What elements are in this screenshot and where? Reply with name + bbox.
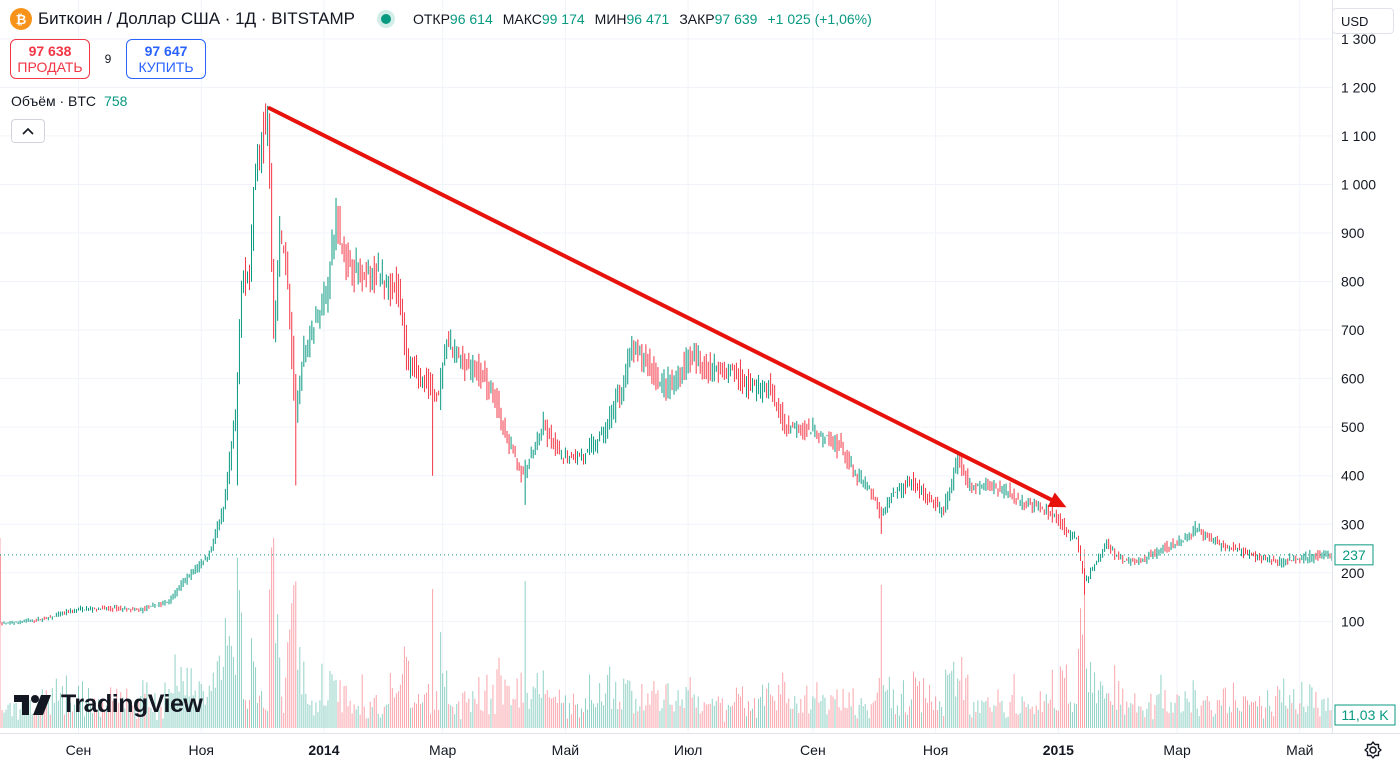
price-axis: 100 200 300 400 500 600 700 800 900 1 000 1 100 1 2… [0, 0, 1396, 733]
y-tick-label: 1 100 [1341, 128, 1376, 144]
y-tick-label: 100 [1341, 613, 1365, 629]
y-tick-label: 200 [1341, 565, 1365, 581]
y-tick-label: 800 [1341, 274, 1365, 290]
collapse-legend-button[interactable] [11, 119, 45, 143]
y-tick-label: 1 000 [1341, 176, 1376, 192]
chart-header: ₿ Биткоин / Доллар США · 1Д · BITSTAMP О… [10, 8, 872, 30]
tradingview-logo-text: TradingView [61, 690, 203, 718]
volume-last-label: 11,03 K [1341, 707, 1389, 723]
x-tick-label: Май [552, 742, 579, 758]
sell-price: 97 638 [28, 43, 72, 59]
symbol-title[interactable]: Биткоин / Доллар США · 1Д · BITSTAMP [38, 9, 355, 28]
x-tick-label: Май [1286, 742, 1313, 758]
y-tick-label: 300 [1341, 516, 1365, 532]
time-axis: Сен Ноя 2014 Мар Май Июл Сен Ноя 2015 Мар Май [0, 733, 1400, 758]
chart-grid [0, 0, 1332, 733]
buy-price: 97 647 [144, 43, 188, 59]
buy-button[interactable]: 97 647 КУПИТЬ [126, 39, 206, 79]
y-tick-label: 1 200 [1341, 79, 1376, 95]
x-tick-label: Сен [66, 742, 92, 758]
trend-arrow-line [267, 106, 1054, 502]
market-open-icon [380, 14, 391, 24]
low-label: МИН [594, 11, 627, 27]
close-value: 97 639 [714, 11, 758, 27]
buy-label: КУПИТЬ [138, 59, 194, 75]
volume-last-box [1334, 704, 1396, 726]
volume-label: Объём · BTC [11, 93, 97, 109]
chart-settings-button[interactable] [1361, 738, 1385, 762]
tradingview-logo-icon [14, 694, 51, 715]
trade-panel: 97 638 ПРОДАТЬ 9 97 647 КУПИТЬ [10, 39, 206, 79]
y-tick-label: 400 [1341, 468, 1365, 484]
bitcoin-icon: ₿ [10, 8, 32, 30]
trend-arrow-head [1047, 492, 1067, 508]
low-value: 96 471 [626, 11, 670, 27]
x-tick-label: 2014 [308, 742, 339, 758]
x-tick-label: Мар [429, 742, 457, 758]
high-value: 99 174 [541, 11, 585, 27]
sell-button[interactable]: 97 638 ПРОДАТЬ [10, 39, 90, 79]
last-price-label: 237 [1342, 547, 1366, 563]
open-value: 96 614 [449, 11, 493, 27]
x-tick-label: Ноя [923, 742, 948, 758]
volume-legend[interactable]: Объём · BTC 758 [11, 93, 127, 109]
ohlc-readout: ОТКР96 614 МАКС99 174 МИН96 471 ЗАКР97 6… [413, 11, 872, 27]
x-tick-label: 2015 [1043, 742, 1074, 758]
y-tick-label: 900 [1341, 225, 1365, 241]
tradingview-logo: TradingView [14, 690, 203, 719]
last-price-box [1334, 544, 1374, 566]
close-label: ЗАКР [679, 11, 715, 27]
currency-select[interactable]: USD [1332, 8, 1394, 34]
volume-value: 758 [104, 93, 128, 109]
chevron-up-icon [22, 127, 34, 135]
x-tick-label: Мар [1163, 742, 1191, 758]
x-tick-label: Ноя [188, 742, 213, 758]
y-tick-label: 700 [1341, 322, 1365, 338]
gear-icon [1364, 741, 1382, 759]
high-label: МАКС [502, 11, 542, 27]
sell-label: ПРОДАТЬ [17, 59, 83, 75]
trend-arrow [267, 106, 1067, 508]
change-value: +1 025 (+1,06%) [767, 11, 872, 27]
y-tick-label: 500 [1341, 419, 1365, 435]
open-label: ОТКР [412, 11, 450, 27]
x-tick-label: Сен [800, 742, 826, 758]
y-tick-label: 600 [1341, 371, 1365, 387]
candles [0, 103, 1333, 626]
x-tick-label: Июл [674, 742, 702, 758]
volume-bars [0, 538, 1333, 728]
spread-value: 9 [104, 52, 112, 66]
y-tick-label: 1 300 [1341, 31, 1376, 47]
